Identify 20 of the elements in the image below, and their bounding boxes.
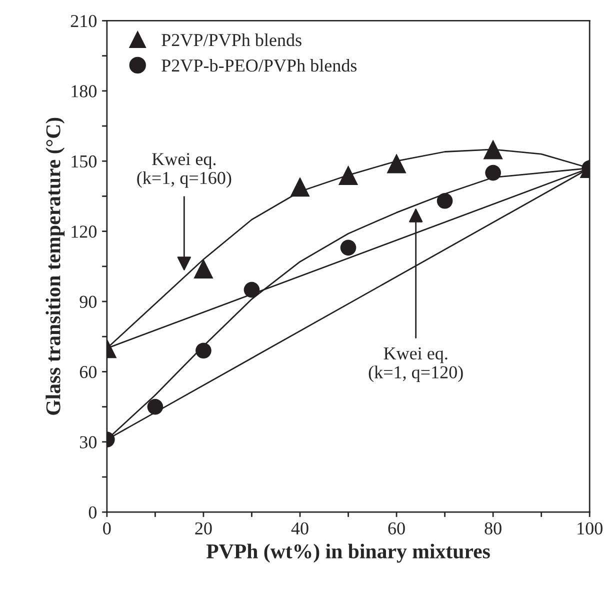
x-tick-label: 0 [103, 522, 111, 535]
y-tick-label: 0 [88, 506, 97, 519]
legend-label: P2VP/PVPh blends [162, 33, 302, 46]
y-tick-label: 30 [80, 436, 97, 448]
annotation: Kwei eq. (k=1, q=160) [137, 153, 232, 188]
y-tick-label: 120 [72, 226, 97, 238]
y-tick-label: 150 [72, 155, 97, 168]
legend-label: P2VP-b-PEO/PVPh blends [162, 58, 357, 72]
y-tick-label: 60 [80, 366, 97, 378]
y-axis-title: Glass transition temperature (°C) [46, 118, 65, 415]
x-tick-label: 60 [388, 522, 405, 535]
x-tick-label: 40 [291, 522, 308, 535]
x-tick-label: 20 [195, 522, 212, 535]
x-tick-label: 80 [484, 522, 502, 535]
y-tick-label: 90 [80, 296, 97, 308]
x-tick-label: 100 [578, 522, 602, 535]
x-axis-title: PVPh (wt%) in binary mixtures [206, 544, 490, 563]
y-tick-label: 180 [72, 85, 97, 98]
annotation: Kwei eq. (k=1, q=120) [368, 347, 463, 382]
y-tick-label: 210 [70, 14, 97, 28]
